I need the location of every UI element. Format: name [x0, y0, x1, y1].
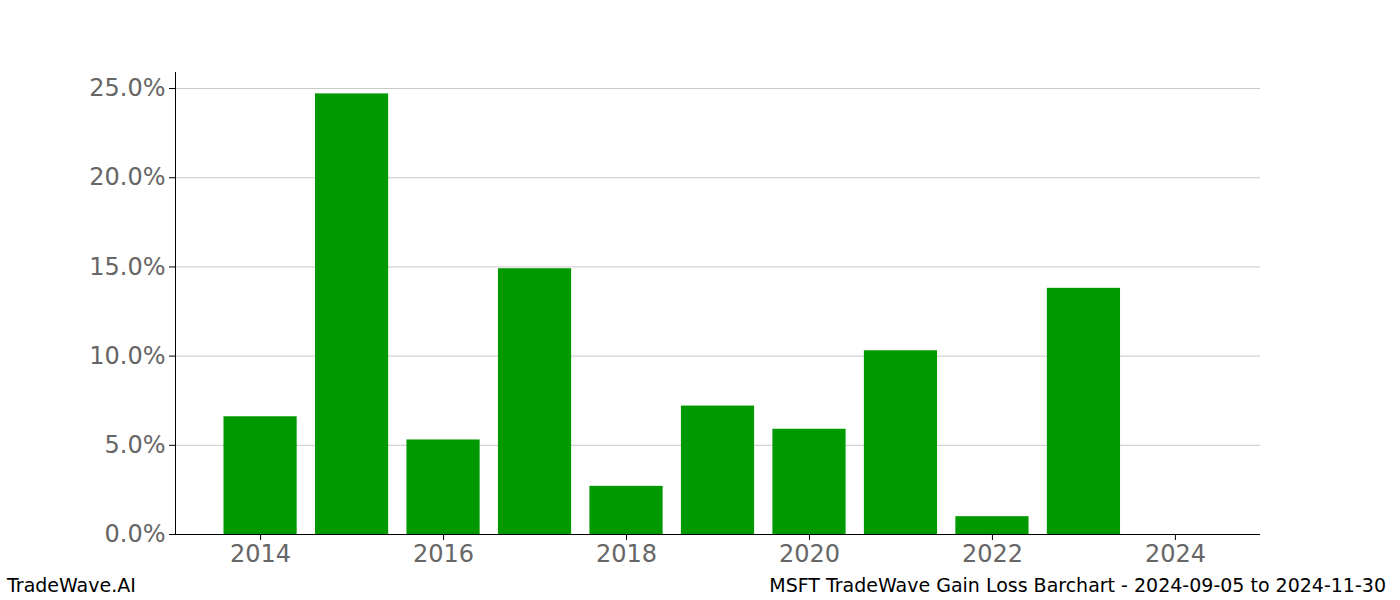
svg-text:2018: 2018 — [596, 540, 657, 568]
svg-text:2022: 2022 — [962, 540, 1023, 568]
svg-text:2024: 2024 — [1145, 540, 1206, 568]
svg-text:2020: 2020 — [779, 540, 840, 568]
svg-text:15.0%: 15.0% — [89, 253, 165, 281]
svg-text:20.0%: 20.0% — [89, 163, 165, 191]
svg-text:10.0%: 10.0% — [89, 342, 165, 370]
svg-text:5.0%: 5.0% — [105, 431, 166, 459]
svg-text:25.0%: 25.0% — [89, 74, 165, 102]
html-text:MSFT TradeWave Gain Loss Barch: MSFT TradeWave Gain Loss Barchart - 2024… — [769, 574, 1386, 596]
svg-text:2016: 2016 — [413, 540, 474, 568]
html-text:TradeWave.AI: TradeWave.AI — [7, 574, 136, 596]
svg-text:0.0%: 0.0% — [105, 520, 166, 548]
svg-text:2014: 2014 — [230, 540, 291, 568]
